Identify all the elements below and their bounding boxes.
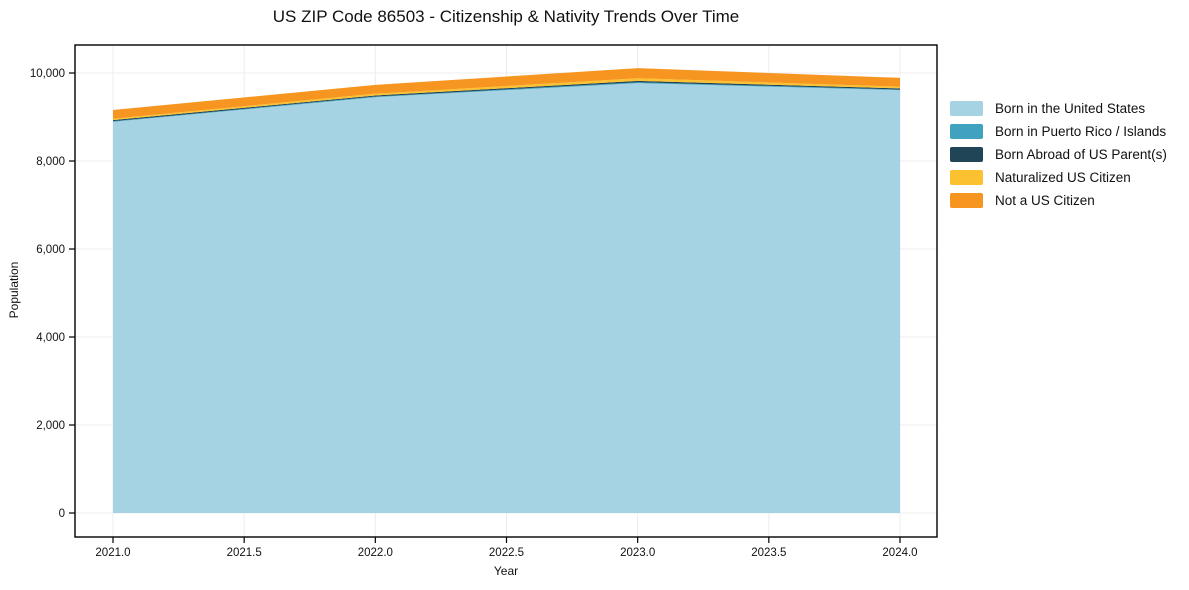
- area-not-a-us-citizen: [113, 68, 900, 119]
- legend-swatch-icon: [950, 101, 983, 116]
- legend-label: Naturalized US Citizen: [995, 170, 1131, 185]
- y-axis-label: Population: [7, 261, 21, 319]
- legend-item: Born in the United States: [950, 101, 1167, 116]
- y-tick-label: 4,000: [36, 332, 65, 344]
- legend-label: Born Abroad of US Parent(s): [995, 147, 1167, 162]
- legend-item: Not a US Citizen: [950, 193, 1167, 208]
- legend-swatch-icon: [950, 124, 983, 139]
- area-naturalized-us-citizen: [113, 78, 900, 121]
- legend-item: Naturalized US Citizen: [950, 170, 1167, 185]
- legend-item: Born in Puerto Rico / Islands: [950, 124, 1167, 139]
- area-born-abroad-of-us-parent-s: [113, 80, 900, 122]
- legend-label: Born in Puerto Rico / Islands: [995, 124, 1167, 139]
- y-tick-label: 0: [59, 508, 65, 520]
- y-tick-label: 8,000: [36, 156, 65, 168]
- legend: Born in the United States Born in Puerto …: [950, 101, 1167, 216]
- legend-swatch-icon: [950, 147, 983, 162]
- x-tick-label: 2023.0: [620, 547, 655, 559]
- x-tick-label: 2021.5: [227, 547, 262, 559]
- y-tick-label: 10,000: [30, 68, 65, 80]
- x-axis-label: Year: [493, 564, 519, 578]
- chart-title: US ZIP Code 86503 - Citizenship & Nativi…: [272, 7, 740, 26]
- x-tick-label: 2024.0: [882, 547, 917, 559]
- y-tick-label: 2,000: [36, 420, 65, 432]
- x-tick-label: 2022.5: [489, 547, 524, 559]
- area-born-in-puerto-rico-islands: [113, 82, 900, 122]
- legend-swatch-icon: [950, 170, 983, 185]
- x-tick-label: 2021.0: [95, 547, 130, 559]
- x-tick-label: 2022.0: [358, 547, 393, 559]
- y-tick-label: 6,000: [36, 244, 65, 256]
- legend-swatch-icon: [950, 193, 983, 208]
- legend-label: Not a US Citizen: [995, 193, 1095, 208]
- legend-item: Born Abroad of US Parent(s): [950, 147, 1167, 162]
- legend-label: Born in the United States: [995, 101, 1146, 116]
- area-born-in-the-united-states: [113, 83, 900, 514]
- x-tick-label: 2023.5: [751, 547, 786, 559]
